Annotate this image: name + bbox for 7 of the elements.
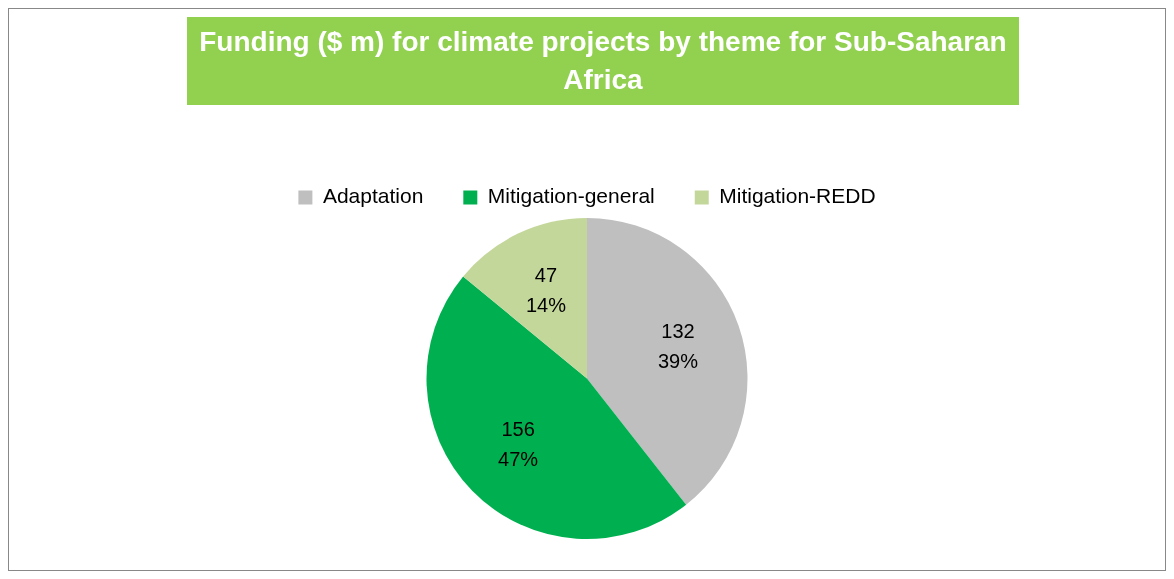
legend-label: Adaptation [322, 184, 424, 208]
legend-label: Mitigation-general [487, 184, 655, 208]
data-label: 156 47% [498, 418, 539, 471]
chart-title: Funding ($ m) for climate projects by theme for Sub-Saharan Africa [187, 17, 1019, 105]
legend-label: Mitigation-REDD [719, 184, 876, 208]
data-label: 47 14% [525, 263, 567, 316]
data-label: 132 39% [658, 319, 699, 372]
